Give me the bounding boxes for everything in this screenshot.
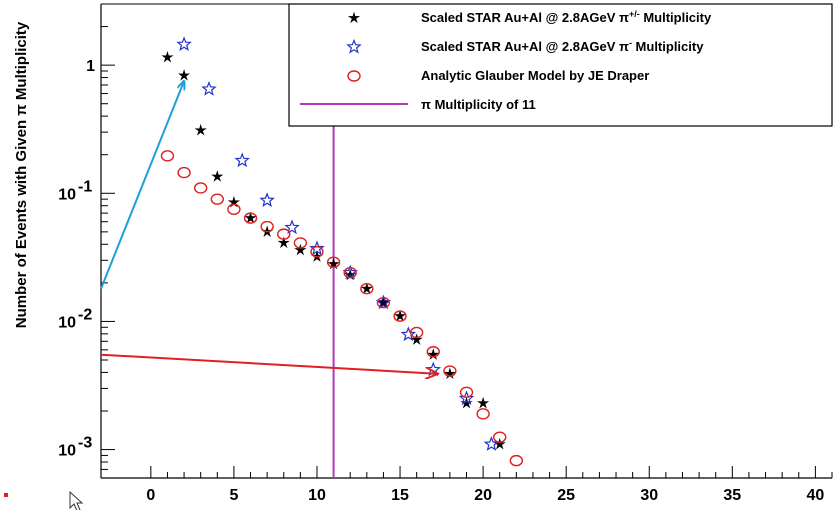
data-points — [160, 36, 524, 467]
data-point-blue-star-6 — [309, 240, 325, 256]
data-point-blue-star-1 — [176, 36, 192, 52]
y-tick-exponent: -1 — [78, 178, 92, 195]
data-point-red-circle-20 — [476, 408, 490, 420]
red-arrow — [100, 353, 438, 374]
y-tick-exponent: -2 — [78, 306, 92, 323]
data-point-blue-star-9 — [400, 326, 417, 342]
y-axis-label-group: Number of Events with Given π Multiplici… — [13, 21, 30, 328]
data-point-black-star-11 — [327, 257, 340, 270]
data-point-red-circle-7 — [260, 220, 274, 233]
legend-marker-blue-star — [346, 38, 362, 54]
data-point-black-star-14 — [377, 296, 390, 308]
data-point-red-circle-15 — [393, 310, 407, 322]
legend-label-4: π Multiplicity of 11 — [421, 97, 536, 112]
legend-entry-4: π Multiplicity of 11 — [300, 97, 536, 112]
y-tick-label: 1 — [86, 58, 95, 75]
x-tick-label: 20 — [474, 487, 492, 504]
legend-box — [288, 3, 833, 127]
x-tick-label: 25 — [557, 487, 575, 504]
data-point-red-circle-8 — [277, 228, 291, 240]
cursor-pointer-icon — [69, 490, 84, 510]
legend-symbol-black-star — [347, 11, 361, 24]
legend-marker-red-circle — [347, 70, 361, 82]
x-tick-label: 30 — [640, 487, 658, 504]
data-point-black-star-4 — [211, 170, 224, 182]
y-axis-label: Number of Events with Given π Multiplici… — [13, 21, 30, 328]
x-tick-label: 5 — [229, 487, 238, 504]
data-point-red-circle-5 — [227, 203, 241, 215]
legend-label-3: Analytic Glauber Model by JE Draper — [421, 68, 649, 83]
data-point-blue-star-3 — [234, 152, 250, 168]
y-tick-label: 10 — [58, 314, 76, 331]
x-tick-label: 10 — [308, 487, 326, 504]
data-point-black-star-9 — [294, 243, 307, 256]
data-point-red-circle-19 — [459, 386, 474, 398]
data-point-black-star-6 — [244, 211, 257, 224]
data-point-blue-star-4 — [259, 192, 275, 208]
data-point-red-circle-21 — [493, 431, 507, 443]
data-point-blue-star-12 — [483, 436, 500, 451]
legend-label-1: Scaled STAR Au+Al @ 2.8AGeV π+/- Multipl… — [421, 9, 712, 25]
stray-red-dot — [4, 493, 8, 497]
data-point-black-star-16 — [410, 333, 423, 345]
annotation-arrows — [100, 81, 438, 374]
data-point-black-star-15 — [393, 309, 407, 322]
data-point-black-star-2 — [177, 69, 191, 81]
data-point-red-circle-16 — [409, 326, 424, 339]
x-tick-label: 15 — [391, 487, 409, 504]
y-tick-label: 10 — [58, 186, 76, 203]
data-point-blue-star-2 — [201, 80, 217, 96]
legend: Scaled STAR Au+Al @ 2.8AGeV π+/- Multipl… — [288, 3, 833, 127]
x-tick-label: 40 — [806, 487, 824, 504]
legend-entry-1: Scaled STAR Au+Al @ 2.8AGeV π+/- Multipl… — [347, 9, 712, 25]
legend-entry-2: Scaled STAR Au+Al @ 2.8AGeV π- Multiplic… — [346, 38, 704, 54]
data-point-black-star-8 — [277, 236, 290, 249]
data-point-black-star-20 — [477, 396, 490, 409]
data-point-red-circle-2 — [177, 166, 191, 179]
legend-symbol-red-circle — [347, 70, 361, 82]
data-point-black-star-3 — [194, 123, 207, 136]
data-point-red-circle-6 — [243, 212, 258, 224]
data-point-red-circle-12 — [343, 267, 357, 279]
x-tick-label: 35 — [723, 487, 741, 504]
data-point-blue-star-11 — [458, 390, 475, 406]
data-point-red-circle-18 — [443, 365, 457, 377]
legend-entry-3: Analytic Glauber Model by JE Draper — [347, 68, 649, 83]
data-point-red-circle-22 — [509, 454, 524, 467]
data-point-black-star-1 — [161, 50, 174, 63]
data-point-red-circle-14 — [376, 297, 391, 309]
data-point-black-star-13 — [360, 282, 373, 294]
data-point-red-circle-10 — [310, 246, 324, 258]
legend-symbol-blue-star — [346, 38, 362, 54]
data-point-red-circle-1 — [160, 150, 175, 162]
data-point-red-circle-9 — [293, 237, 308, 249]
x-tick-label: 0 — [146, 487, 155, 504]
data-point-red-circle-11 — [326, 256, 341, 268]
data-point-blue-star-5 — [284, 219, 300, 235]
data-point-red-circle-17 — [426, 346, 440, 358]
data-point-red-circle-13 — [360, 283, 374, 295]
legend-label-2: Scaled STAR Au+Al @ 2.8AGeV π- Multiplic… — [421, 38, 704, 54]
blue-arrow — [100, 81, 184, 290]
axis-ticks — [101, 3, 833, 479]
y-tick-label: 10 — [58, 443, 76, 460]
legend-marker-black-star — [347, 11, 361, 24]
y-tick-exponent: -3 — [78, 435, 92, 452]
data-point-red-circle-3 — [193, 182, 208, 194]
data-point-red-circle-4 — [210, 193, 224, 205]
